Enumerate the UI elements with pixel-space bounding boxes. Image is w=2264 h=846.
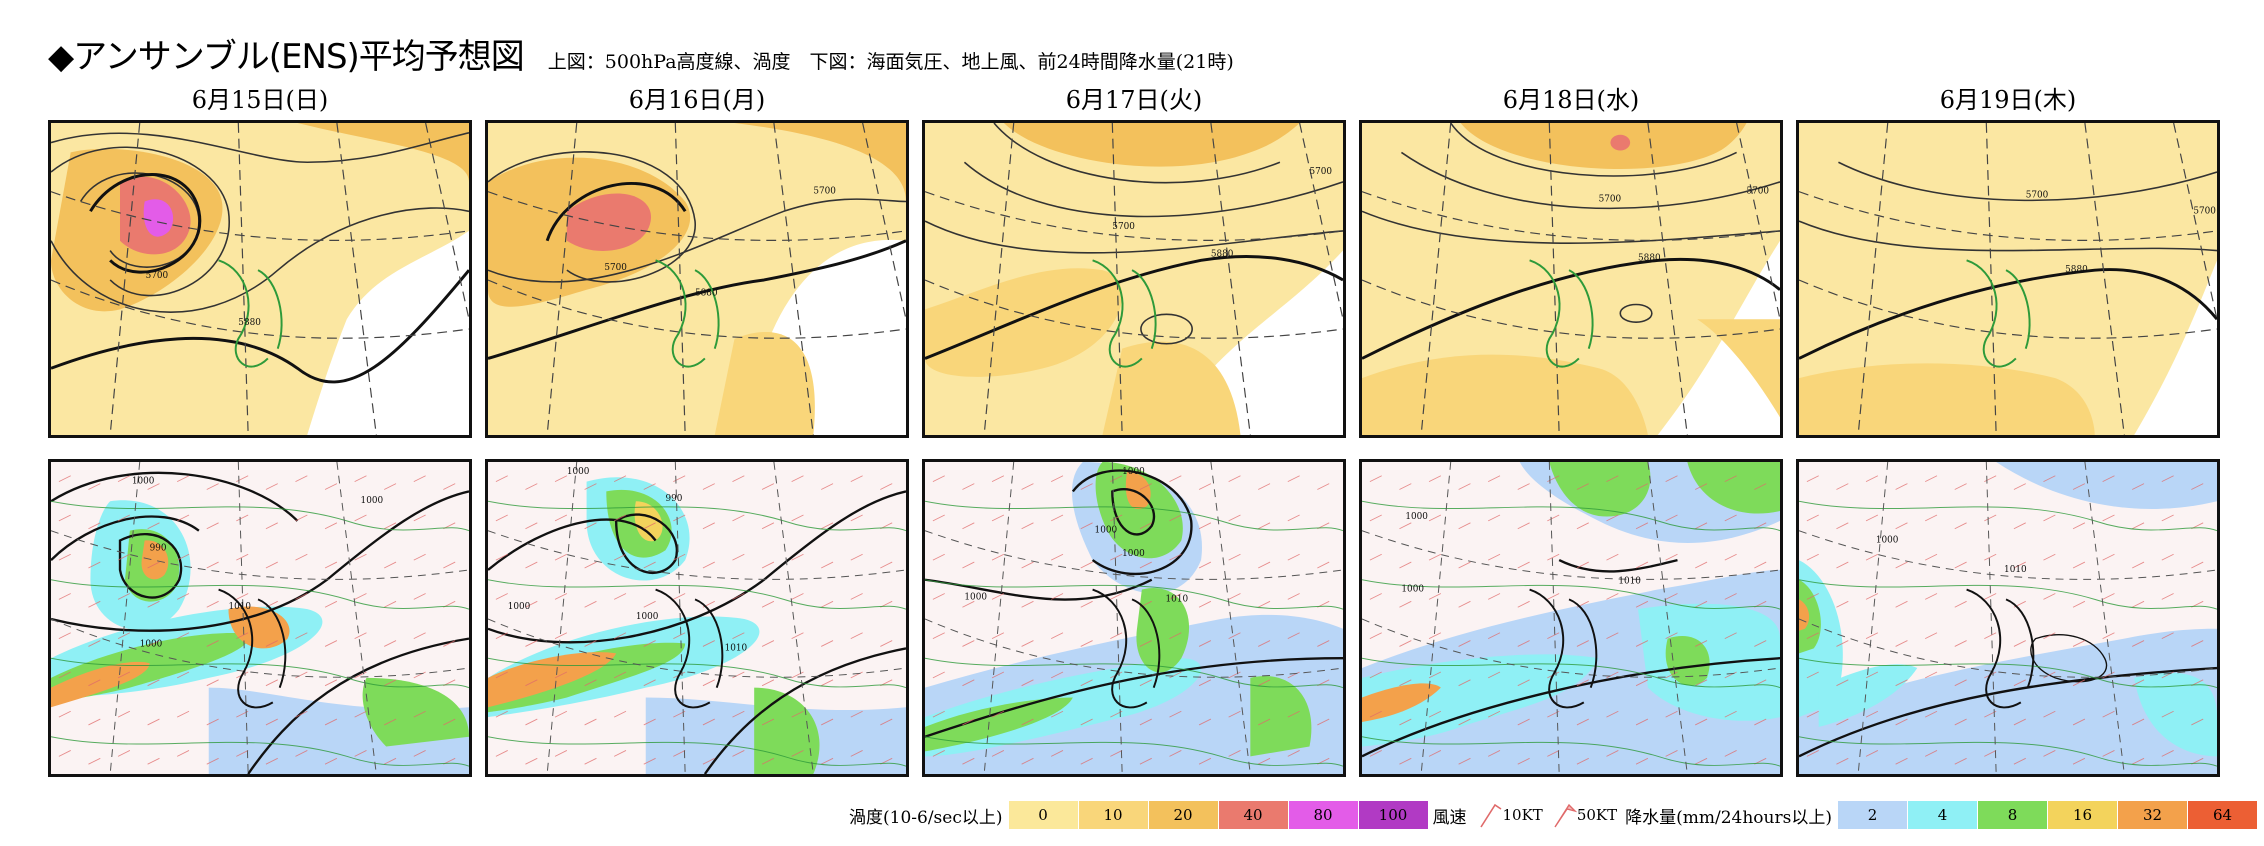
precipitation-swatches: 2 4 8 16 32 64 — [1837, 801, 2258, 829]
isobar-label: 1010 — [1166, 594, 1189, 604]
wind-50kt-label: 50KT — [1576, 806, 1618, 824]
upper-map-day4: 5700 5700 5880 — [1359, 120, 1783, 438]
contour-label: 5700 — [813, 187, 836, 197]
page-title: ◆アンサンブル(ENS)平均予想図 — [48, 37, 525, 77]
lower-map-day5: 1000 1010 — [1796, 459, 2220, 777]
precipitation-swatch: 64 — [2187, 801, 2258, 829]
isobar-label: 990 — [665, 494, 682, 504]
isobar-label: 1000 — [964, 592, 987, 602]
vorticity-swatch: 80 — [1288, 801, 1359, 829]
isobar-label: 1000 — [132, 477, 155, 487]
lower-map-day4: 1000 1000 1010 — [1359, 459, 1783, 777]
precipitation-swatch: 32 — [2117, 801, 2188, 829]
precip-legend-label: 降水量(mm/24hours以上) — [1625, 807, 1832, 828]
page-subtitle: 上図：500hPa高度線、渦度 下図：海面気圧、地上風、前24時間降水量(21時… — [547, 51, 1234, 73]
contour-label: 5700 — [1599, 195, 1622, 205]
isobar-label: 1000 — [140, 639, 163, 649]
day-label-2: 6月16日(月) — [628, 86, 766, 114]
day-label-4: 6月18日(水) — [1502, 86, 1640, 114]
contour-label: 5880 — [1638, 253, 1661, 263]
isobar-label: 1000 — [636, 612, 659, 622]
wind-legend-label: 風速 — [1432, 807, 1467, 828]
isobar-label: 1000 — [1122, 549, 1145, 559]
isobar-label: 1000 — [361, 496, 384, 506]
isobar-label: 1000 — [1122, 467, 1145, 477]
upper-map-day1: 5700 5880 — [48, 120, 472, 438]
vorticity-swatch: 20 — [1148, 801, 1219, 829]
isobar-label: 1000 — [1405, 512, 1428, 522]
wind-10kt-label: 10KT — [1502, 806, 1543, 824]
upper-map-day3: 5700 5700 5880 — [922, 120, 1346, 438]
vorticity-swatch: 0 — [1008, 801, 1079, 829]
contour-label: 5700 — [146, 271, 169, 281]
contour-label: 5700 — [1112, 222, 1135, 232]
day-label-3: 6月17日(火) — [1065, 86, 1203, 114]
precipitation-swatch: 8 — [1977, 801, 2048, 829]
isobar-label: 1000 — [1401, 585, 1424, 595]
isobar-label: 1000 — [1876, 535, 1899, 545]
wind-10kt-key: 10KT — [1477, 801, 1543, 829]
isobar-label: 1000 — [567, 467, 590, 477]
lower-map-day3: 1000 1000 1000 1010 1000 — [922, 459, 1346, 777]
precipitation-swatch: 2 — [1837, 801, 1908, 829]
contour-label: 5880 — [695, 289, 718, 299]
header: ◆アンサンブル(ENS)平均予想図 上図：500hPa高度線、渦度 下図：海面気… — [48, 28, 1234, 78]
lower-map-day1: 1000 1000 990 1010 1000 — [48, 459, 472, 777]
legend: 渦度(10-6/sec以上) 0 10 20 40 80 100 風速 10KT 50KT… — [845, 800, 2258, 830]
day-label-5: 6月19日(木) — [1939, 86, 2077, 114]
precipitation-swatch: 16 — [2047, 801, 2118, 829]
isobar-label: 1010 — [228, 602, 251, 612]
isobar-label: 1010 — [2004, 565, 2027, 575]
contour-label: 5700 — [1746, 187, 1769, 197]
precipitation-swatch: 4 — [1907, 801, 1978, 829]
isobar-label: 1010 — [1618, 577, 1641, 587]
contour-label: 5700 — [2026, 191, 2049, 201]
contour-label: 5880 — [1211, 249, 1234, 259]
day-label-1: 6月15日(日) — [191, 86, 329, 114]
vorticity-swatches: 0 10 20 40 80 100 — [1008, 801, 1429, 829]
isobar-label: 1010 — [725, 643, 748, 653]
contour-label: 5700 — [2193, 206, 2216, 216]
wind-barb-10kt-icon — [1479, 803, 1501, 828]
lower-map-day2: 1000 990 1000 1010 1000 — [485, 459, 909, 777]
contour-label: 5700 — [1309, 167, 1332, 177]
vorticity-swatch: 40 — [1218, 801, 1289, 829]
wind-barb-50kt-icon — [1554, 803, 1577, 828]
vorticity-swatch: 100 — [1358, 801, 1429, 829]
isobar-label: 1000 — [1095, 526, 1118, 536]
upper-map-day5: 5700 5700 5880 — [1796, 120, 2220, 438]
contour-label: 5880 — [2065, 265, 2088, 275]
isobar-label: 1000 — [508, 602, 531, 612]
contour-label: 5880 — [238, 318, 261, 328]
upper-map-day2: 5700 5700 5880 — [485, 120, 909, 438]
vorticity-legend-label: 渦度(10-6/sec以上) — [849, 807, 1003, 828]
contour-label: 5700 — [604, 263, 627, 273]
isobar-label: 990 — [150, 543, 167, 553]
wind-50kt-key: 50KT — [1551, 801, 1617, 829]
vorticity-swatch: 10 — [1078, 801, 1149, 829]
